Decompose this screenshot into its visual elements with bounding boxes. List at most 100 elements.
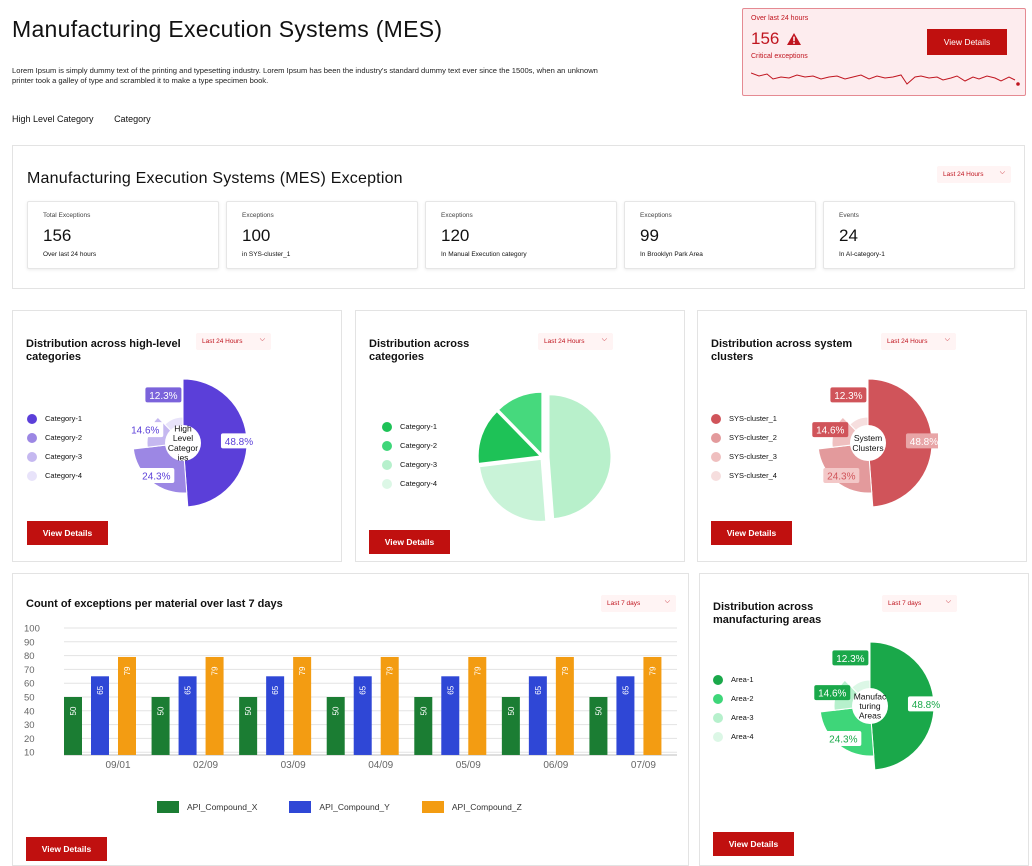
stat-label: Exceptions: [242, 212, 274, 219]
bar: [589, 697, 608, 755]
bar-value-label: 65: [534, 685, 543, 694]
bar-value-label: 65: [621, 685, 630, 694]
materials-bar-chart: 10 20 30 40 50 60 70 80 90 100 50 65 79 09/01 50 65 79 02…: [24, 624, 677, 771]
legend-label: Category-2: [400, 441, 438, 450]
bar: [616, 676, 635, 755]
y-tick-label: 40: [24, 706, 35, 717]
range-dropdown[interactable]: Last 24 Hours ⌵: [538, 333, 613, 350]
legend-label: SYS-cluster_3: [729, 452, 777, 461]
svg-text:24.3%: 24.3%: [829, 734, 857, 745]
categories-distribution-card: Distribution across categories Last 24 H…: [355, 310, 685, 562]
legend-label: API_Compound_Z: [451, 802, 522, 812]
legend-item: SYS-cluster_2: [711, 428, 777, 447]
chart-legend: Category-1 Category-2 Category-3 Categor…: [382, 417, 437, 493]
high-level-donut-chart: High Level Categor ies 48.8% 24.3% 14.6% 12.3%: [127, 378, 253, 508]
legend-swatch: [711, 451, 721, 462]
data-label: 24.3%: [825, 730, 862, 746]
nav-high-level-category[interactable]: High Level Category: [12, 114, 94, 124]
legend-swatch: [711, 432, 721, 443]
range-value: Last 7 days: [607, 600, 641, 607]
clusters-donut-chart: System Clusters 48.8% 24.3% 14.6% 12.3%: [812, 378, 938, 508]
legend-item: Category-4: [382, 474, 437, 493]
legend-item: Category-1: [382, 417, 437, 436]
bar: [64, 697, 82, 755]
data-label: 24.3%: [138, 467, 175, 483]
data-label: 12.3%: [145, 387, 182, 403]
legend-label: Category-3: [400, 460, 438, 469]
category-nav: High Level Category Category: [12, 114, 169, 124]
bar: [555, 656, 574, 755]
alert-value: 156: [751, 29, 780, 48]
stat-value: 156: [43, 226, 72, 245]
view-details-button[interactable]: View Details: [27, 521, 108, 545]
donut-hole: [850, 425, 886, 461]
areas-distribution-card: Distribution across manufacturing areas …: [699, 573, 1029, 866]
stat-card: Exceptions 120 In Manual Execution categ…: [425, 201, 617, 269]
high-level-distribution-card: Distribution across high-level categorie…: [12, 310, 342, 562]
bar: [91, 676, 109, 755]
range-value: Last 24 Hours: [887, 338, 928, 345]
view-details-button[interactable]: View Details: [26, 837, 107, 861]
nav-category[interactable]: Category: [114, 114, 151, 124]
bar: [441, 676, 460, 755]
range-value: Last 24 Hours: [544, 338, 585, 345]
legend-item: Category-2: [27, 428, 82, 447]
range-value: Last 24 Hours: [202, 338, 243, 345]
legend-swatch: [157, 801, 179, 813]
bar-value-label: 50: [419, 706, 428, 715]
y-tick-label: 10: [24, 748, 35, 759]
y-tick-label: 50: [24, 693, 35, 704]
svg-text:48.8%: 48.8%: [912, 700, 940, 711]
bar-value-label: 50: [507, 706, 516, 715]
bar-value-label: 79: [123, 666, 132, 675]
alert-view-details-button[interactable]: View Details: [927, 29, 1007, 55]
chart-legend: Area-1 Area-2 Area-3 Area-4: [713, 670, 754, 746]
legend-item: Category-3: [27, 447, 82, 466]
view-details-button[interactable]: View Details: [711, 521, 792, 545]
stat-card: Exceptions 99 In Brooklyn Park Area: [624, 201, 816, 269]
legend-label: Area-2: [731, 694, 754, 703]
stat-label: Exceptions: [640, 212, 672, 219]
donut-center-label: System Clusters: [852, 433, 883, 453]
legend-item: SYS-cluster_4: [711, 466, 777, 485]
legend-swatch: [27, 470, 37, 481]
legend-swatch: [711, 413, 721, 424]
chevron-down-icon: ⌵: [944, 336, 950, 343]
stat-subtitle: in SYS-cluster_1: [242, 251, 291, 258]
range-dropdown[interactable]: Last 24 Hours ⌵: [881, 333, 956, 350]
y-tick-label: 100: [24, 624, 40, 635]
data-label: 48.8%: [220, 433, 253, 449]
legend-label: SYS-cluster_1: [729, 414, 777, 423]
chart-legend: Category-1 Category-2 Category-3 Categor…: [27, 409, 82, 485]
card-title: Distribution across high-level categorie…: [26, 338, 181, 363]
legend-label: Category-3: [45, 452, 83, 461]
stat-label: Exceptions: [441, 212, 473, 219]
legend-item: API_Compound_Z: [421, 801, 522, 813]
clusters-distribution-card: Distribution across system clusters Last…: [697, 310, 1027, 562]
bar: [528, 676, 547, 755]
view-details-button[interactable]: View Details: [713, 832, 794, 856]
range-dropdown[interactable]: Last 24 Hours ⌵: [196, 333, 271, 350]
card-title: Distribution across system clusters: [711, 338, 853, 363]
stat-label: Total Exceptions: [43, 212, 91, 219]
svg-text:12.3%: 12.3%: [834, 391, 862, 402]
categories-pie-chart: [477, 391, 612, 522]
x-tick-label: 09/01: [105, 760, 130, 771]
y-tick-label: 30: [24, 720, 35, 731]
data-label: 24.3%: [823, 467, 860, 483]
view-details-button[interactable]: View Details: [369, 530, 450, 554]
stat-value: 99: [640, 226, 659, 245]
legend-label: Category-1: [45, 414, 83, 423]
legend-item: API_Compound_Y: [289, 801, 390, 813]
mes-range-dropdown[interactable]: Last 24 Hours ⌵: [937, 166, 1011, 183]
svg-text:48.8%: 48.8%: [910, 437, 938, 448]
data-label: 14.6%: [812, 422, 849, 438]
svg-text:12.3%: 12.3%: [149, 391, 177, 402]
bar: [353, 676, 372, 755]
svg-text:12.3%: 12.3%: [836, 654, 864, 665]
range-dropdown[interactable]: Last 7 days ⌵: [601, 595, 676, 612]
alert-period-label: Over last 24 hours: [751, 15, 809, 22]
bar-value-label: 65: [271, 685, 280, 694]
legend-label: API_Compound_X: [187, 802, 258, 812]
range-dropdown[interactable]: Last 7 days ⌵: [882, 595, 957, 612]
